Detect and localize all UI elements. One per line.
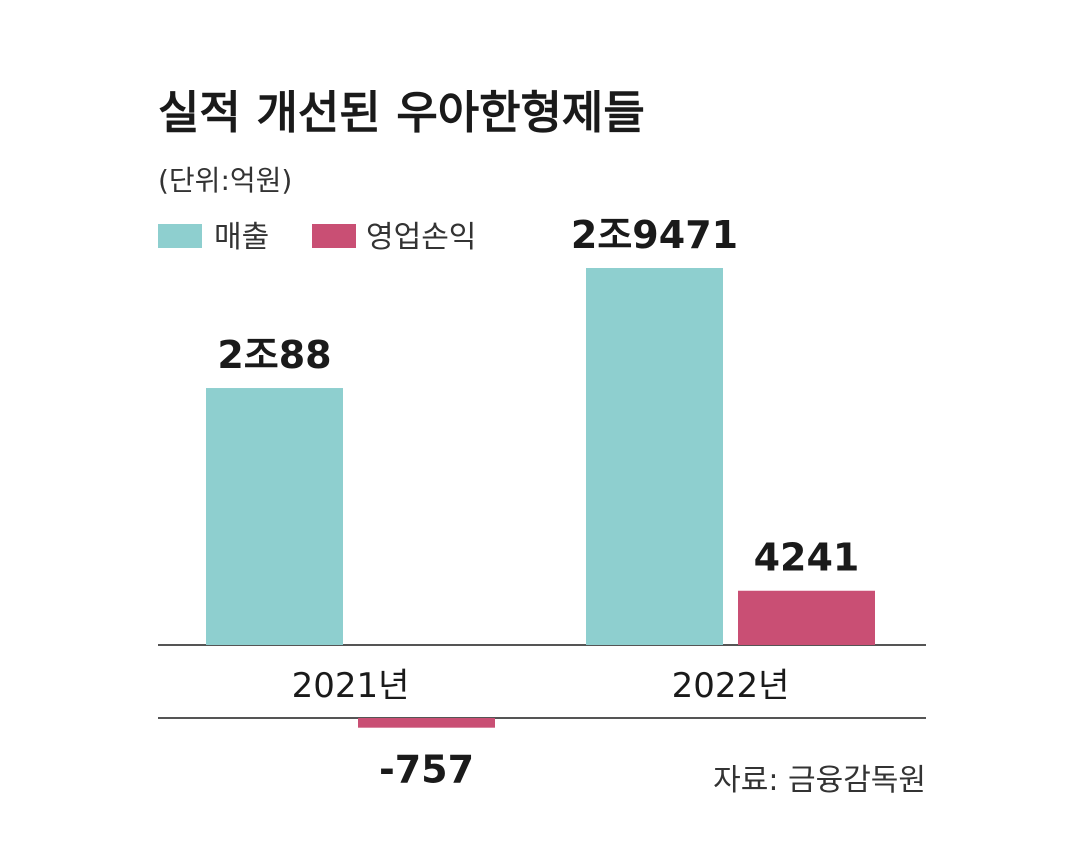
category-label-0: 2021년 <box>292 666 410 706</box>
value-label-revenue-1: 2조9471 <box>571 213 738 257</box>
bar-operating-profit-0 <box>358 718 495 728</box>
legend-label-operating-profit: 영업손익 <box>366 220 476 255</box>
chart-title: 실적 개선된 우아한형제들 <box>158 86 645 139</box>
category-label-1: 2022년 <box>672 666 790 706</box>
legend-label-revenue: 매출 <box>214 220 269 255</box>
bar-revenue-0 <box>206 388 343 645</box>
bar-revenue-1 <box>586 268 723 645</box>
legend-swatch-operating-profit <box>312 224 356 248</box>
value-label-operating-profit-1: 4241 <box>754 536 860 580</box>
value-label-operating-profit-0: -757 <box>379 748 474 792</box>
source-label: 자료: 금융감독원 <box>713 763 926 798</box>
bar-operating-profit-1 <box>738 590 875 645</box>
legend-swatch-revenue <box>158 224 202 248</box>
unit-label: (단위:억원) <box>158 164 292 197</box>
value-label-revenue-0: 2조88 <box>217 333 331 377</box>
